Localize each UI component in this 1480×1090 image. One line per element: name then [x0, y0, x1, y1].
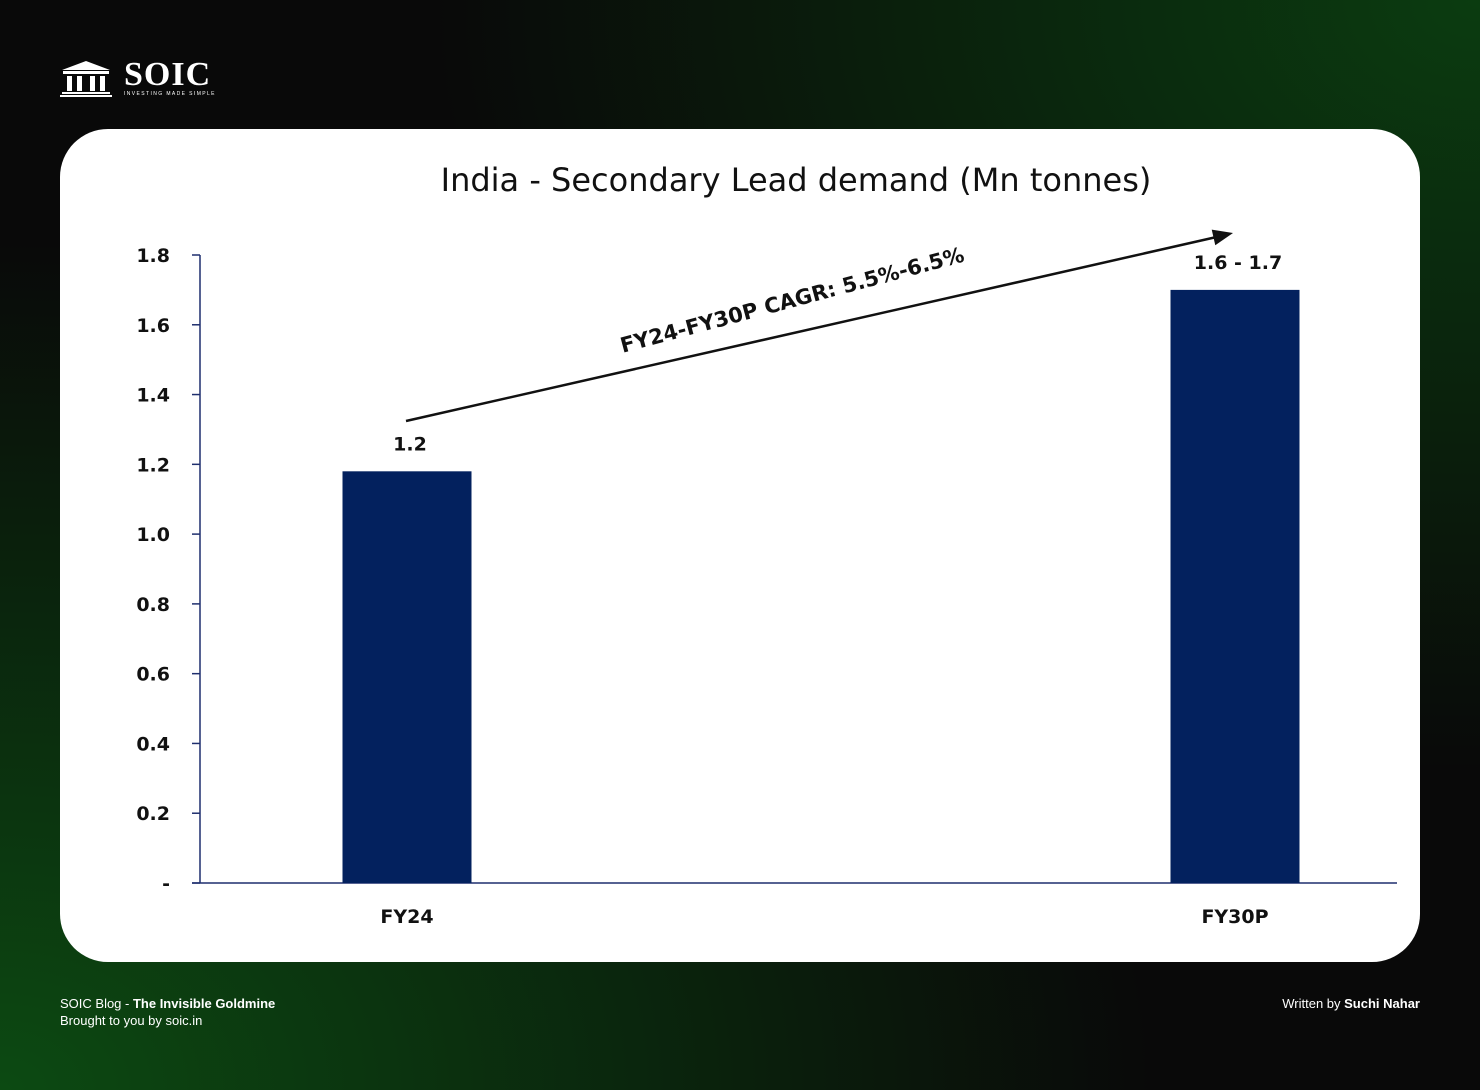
footer-left: SOIC Blog - The Invisible Goldmine Broug… [60, 995, 275, 1029]
data-label: 1.2 [393, 433, 427, 455]
footer-right: Written by Suchi Nahar [1282, 995, 1420, 1012]
y-tick-label: 1.0 [136, 524, 170, 546]
y-tick-label: 1.6 [136, 315, 170, 337]
chart-title: India - Secondary Lead demand (Mn tonnes… [441, 161, 1152, 199]
y-tick-label: 1.4 [136, 385, 170, 407]
x-axis-labels: FY24 FY30P [380, 906, 1268, 928]
blog-prefix: SOIC Blog - [60, 996, 133, 1011]
y-tick-label: 0.8 [136, 594, 170, 616]
author-name: Suchi Nahar [1344, 996, 1420, 1011]
y-tick-label: 1.2 [136, 454, 170, 476]
bar-fy24 [342, 471, 472, 883]
blog-title: The Invisible Goldmine [132, 996, 276, 1011]
brand-tagline: INVESTING MADE SIMPLE [124, 91, 216, 97]
chart-card: India - Secondary Lead demand (Mn tonnes… [60, 129, 1420, 962]
bank-building-icon [60, 61, 112, 97]
x-tick-label: FY24 [380, 906, 433, 928]
brand-name: SOIC [124, 56, 212, 93]
y-tick-label: 0.4 [136, 733, 170, 755]
cagr-arrow-head [1211, 229, 1233, 246]
bar-chart: India - Secondary Lead demand (Mn tonnes… [136, 161, 1397, 928]
bar-fy30p [1170, 289, 1300, 883]
brand-logo: SOIC INVESTING MADE SIMPLE [60, 56, 216, 98]
cagr-annotation: FY24-FY30P CAGR: 5.5%-6.5% [405, 229, 1233, 423]
cagr-label: FY24-FY30P CAGR: 5.5%-6.5% [618, 243, 967, 358]
data-label: 1.6 - 1.7 [1194, 252, 1282, 274]
y-tick-label: 1.8 [136, 245, 170, 267]
bars: 1.2 1.6 - 1.7 [342, 252, 1300, 883]
cagr-arrow-line [405, 234, 1222, 423]
y-axis: - 0.2 0.4 0.6 0.8 1.0 1.2 1.4 1.6 1.8 [136, 245, 1397, 895]
brought-by: Brought to you by soic.in [60, 1013, 203, 1028]
y-tick-label: 0.6 [136, 664, 170, 686]
y-tick-label: 0.2 [136, 803, 170, 825]
written-prefix: Written by [1282, 996, 1345, 1011]
x-tick-label: FY30P [1201, 906, 1268, 928]
y-tick-label: - [162, 873, 170, 895]
